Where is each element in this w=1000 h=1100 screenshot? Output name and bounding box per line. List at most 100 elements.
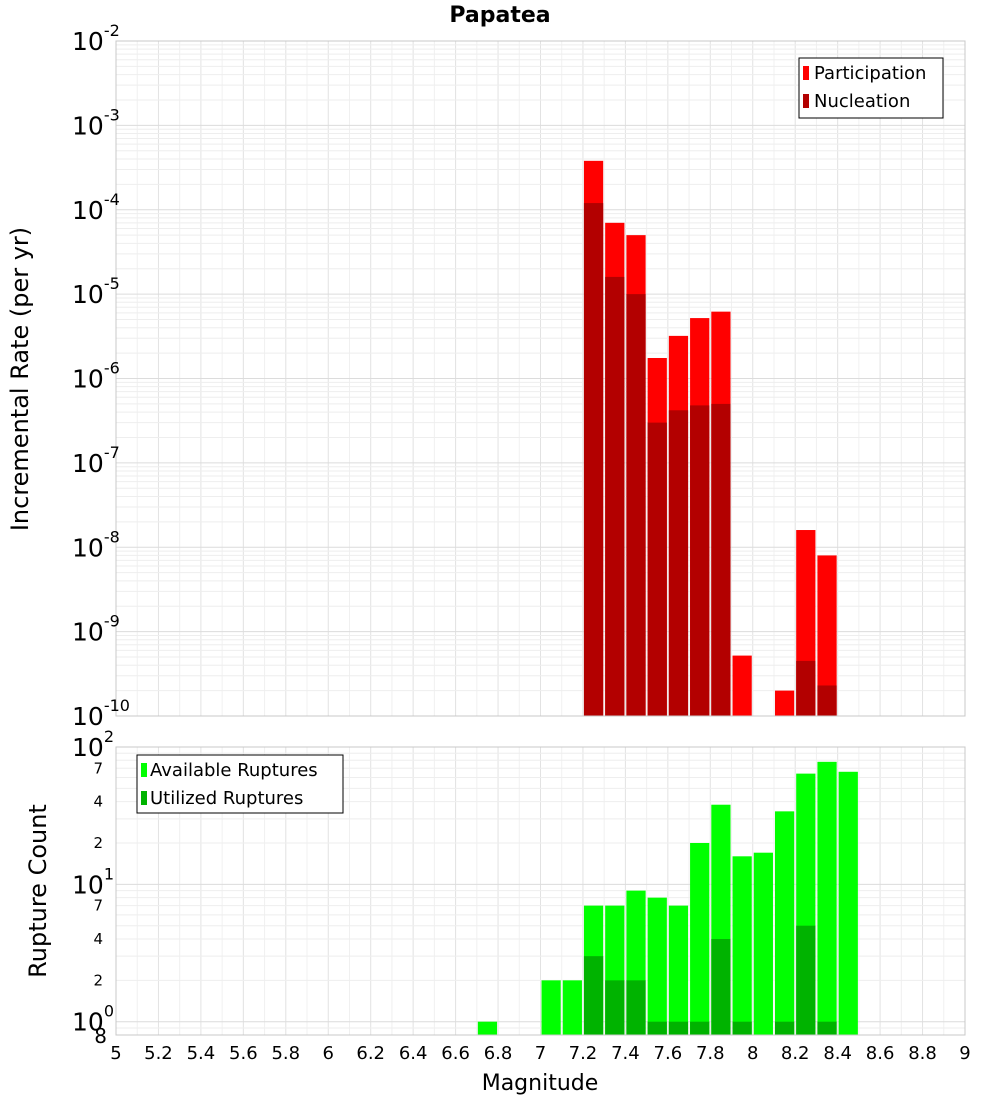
bottom-bar-utilized <box>668 1021 689 1035</box>
top-bar-nucleation <box>583 203 604 716</box>
top-bar-participation <box>732 655 752 716</box>
x-tick-label: 8 <box>747 1043 758 1064</box>
bottom-y-tick-minor: 8 <box>94 1024 107 1048</box>
bottom-bar-available <box>732 856 752 1035</box>
top-bar-nucleation <box>796 660 816 716</box>
bottom-bar-utilized <box>626 980 646 1035</box>
top-bar-nucleation <box>668 410 689 716</box>
top-bars <box>583 160 837 717</box>
top-bar-nucleation <box>711 403 731 716</box>
legend-swatch-nucleation <box>803 94 809 108</box>
top-bar-nucleation <box>647 422 667 716</box>
x-tick-label: 5.2 <box>144 1043 173 1064</box>
top-bar-nucleation <box>626 294 646 716</box>
x-tick-label: 5.4 <box>187 1043 216 1064</box>
bottom-y-tick-minor: 2 <box>93 834 103 852</box>
bottom-y-tick-minor: 7 <box>93 759 103 777</box>
bottom-bar-available <box>753 852 773 1035</box>
top-plot-frame <box>115 40 966 717</box>
chart-title: Papatea <box>449 3 550 28</box>
legend-swatch-available <box>141 763 147 777</box>
top-bar-nucleation <box>605 276 625 716</box>
x-tick-label: 8.2 <box>781 1043 810 1064</box>
bottom-y-tick-minor: 7 <box>93 897 103 915</box>
bottom-bar-available <box>541 980 561 1035</box>
top-y-tick-label: 10-8 <box>72 527 120 562</box>
bottom-y-tick-major: 102 <box>72 727 114 762</box>
x-tick-label: 7 <box>535 1043 546 1064</box>
bottom-bar-utilized <box>647 1021 667 1035</box>
x-tick-label: 5 <box>110 1043 121 1064</box>
top-panel-incremental-rate: 10-10 10-9 10-8 10-7 10-6 10-5 10-4 10-3 10-2 Pa… <box>72 21 966 731</box>
bottom-bar-utilized <box>774 1021 795 1035</box>
top-y-axis-label: Incremental Rate (per yr) <box>6 227 34 531</box>
top-y-tick-label: 10-2 <box>72 21 120 56</box>
legend-label-nucleation: Nucleation <box>814 91 910 112</box>
top-legend-box <box>798 57 944 119</box>
x-tick-label: 9 <box>959 1043 970 1064</box>
x-tick-label: 6.6 <box>441 1043 470 1064</box>
bottom-y-ticks: 100 101 102 8 2 4 7 2 4 7 <box>72 727 114 1048</box>
legend-swatch-utilized <box>141 791 147 805</box>
bottom-bar-utilized <box>711 939 731 1035</box>
x-tick-label: 7.2 <box>569 1043 598 1064</box>
x-axis-label: Magnitude <box>482 1071 599 1096</box>
top-grid <box>116 41 966 716</box>
top-bar-participation <box>817 555 837 716</box>
x-tick-label: 8.6 <box>866 1043 895 1064</box>
bottom-bar-utilized <box>732 1021 752 1035</box>
bottom-y-tick-minor: 4 <box>93 793 103 811</box>
bottom-bar-available <box>838 771 858 1035</box>
bottom-bar-utilized <box>583 956 604 1035</box>
top-bar-participation <box>774 690 795 716</box>
bottom-bar-available <box>774 811 795 1035</box>
top-y-ticks: 10-10 10-9 10-8 10-7 10-6 10-5 10-4 10-3 10-2 <box>72 21 130 731</box>
top-bar-nucleation <box>817 685 837 716</box>
bottom-bar-utilized <box>605 980 625 1035</box>
bottom-bar-available <box>817 761 837 1035</box>
top-y-tick-label: 10-6 <box>72 359 120 394</box>
bottom-y-axis-label: Rupture Count <box>24 804 52 978</box>
top-y-tick-label: 10-4 <box>72 190 120 225</box>
bottom-bar-available <box>647 897 667 1035</box>
bottom-legend: Available Ruptures Utilized Ruptures <box>136 754 344 814</box>
bottom-bars <box>477 761 858 1035</box>
legend-swatch-participation <box>803 66 809 80</box>
bottom-bar-available <box>562 980 582 1035</box>
bottom-y-tick-minor: 2 <box>93 971 103 989</box>
top-y-tick-label: 10-10 <box>72 696 130 731</box>
bottom-bar-utilized <box>817 1021 837 1035</box>
bottom-bar-available <box>477 1021 498 1035</box>
x-tick-label: 6.8 <box>484 1043 513 1064</box>
bottom-bar-available <box>690 843 710 1035</box>
x-tick-label: 6.4 <box>399 1043 428 1064</box>
bottom-y-tick-major: 101 <box>72 864 114 899</box>
x-tick-label: 5.8 <box>271 1043 300 1064</box>
bottom-bar-utilized <box>690 1021 710 1035</box>
bottom-legend-box <box>136 754 344 814</box>
legend-label-available: Available Ruptures <box>150 760 318 781</box>
x-tick-label: 5.6 <box>229 1043 258 1064</box>
top-legend: Participation Nucleation <box>798 57 944 119</box>
x-tick-label: 6.2 <box>356 1043 385 1064</box>
bottom-y-tick-minor: 4 <box>93 930 103 948</box>
x-tick-label: 8.8 <box>908 1043 937 1064</box>
top-y-tick-label: 10-7 <box>72 443 120 478</box>
top-bar-nucleation <box>690 405 710 716</box>
x-ticks: 5 5.2 5.4 5.6 5.8 6 6.2 6.4 6.6 6.8 7 7.2 7.4 7.6 7.8 8… <box>110 1043 970 1064</box>
bottom-y-tick-major: 100 <box>72 1002 114 1037</box>
bottom-bar-available <box>668 905 689 1035</box>
top-y-tick-label: 10-3 <box>72 105 120 140</box>
x-tick-label: 7.8 <box>696 1043 725 1064</box>
bottom-bar-utilized <box>796 925 816 1035</box>
bottom-panel-rupture-count: 100 101 102 8 2 4 7 2 4 7 5 5.2 5.4 5.6 5.8 6 6.2 6.4 6.6… <box>72 727 971 1064</box>
top-y-tick-label: 10-5 <box>72 274 120 309</box>
x-tick-label: 8.4 <box>823 1043 852 1064</box>
legend-label-utilized: Utilized Ruptures <box>150 788 303 809</box>
x-tick-label: 6 <box>323 1043 334 1064</box>
x-tick-label: 7.6 <box>654 1043 683 1064</box>
bottom-plot-frame <box>115 746 966 1036</box>
top-y-tick-label: 10-9 <box>72 612 120 647</box>
x-tick-label: 7.4 <box>611 1043 640 1064</box>
